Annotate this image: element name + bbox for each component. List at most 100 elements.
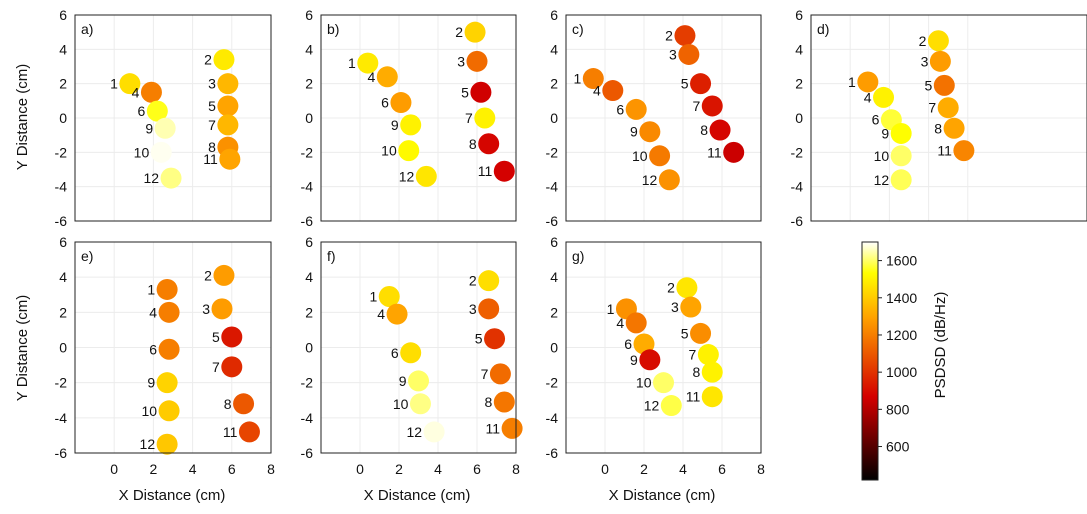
point-label-11: 11 [937, 143, 952, 159]
data-point-9 [154, 117, 176, 139]
data-point-9 [156, 372, 178, 394]
point-label-8: 8 [485, 394, 493, 410]
data-point-11 [493, 160, 515, 182]
data-point-5 [690, 73, 712, 95]
point-label-2: 2 [919, 33, 927, 49]
point-label-6: 6 [391, 345, 399, 361]
point-label-10: 10 [142, 403, 158, 419]
y-tick-label: 4 [305, 41, 313, 57]
x-tick-label: 2 [395, 461, 403, 477]
y-tick-label: 4 [305, 269, 313, 285]
data-point-9 [408, 370, 429, 392]
x-tick-label: 2 [150, 461, 158, 477]
y-tick-label: 4 [550, 269, 558, 285]
panel-label: g) [572, 248, 584, 264]
y-tick-label: 6 [59, 234, 67, 250]
point-label-9: 9 [391, 117, 399, 133]
y-tick-label: 6 [550, 7, 558, 23]
data-point-1 [156, 278, 178, 300]
y-tick-label: 6 [59, 7, 67, 23]
data-point-9 [400, 114, 422, 136]
data-point-4 [376, 66, 398, 88]
y-tick-label: 0 [550, 110, 558, 126]
x-tick-label: 0 [356, 461, 364, 477]
point-label-2: 2 [204, 267, 212, 283]
y-tick-label: -6 [55, 445, 68, 461]
point-label-5: 5 [924, 77, 932, 93]
panels-layer: 6420-2-4-6a)1469101223578116420-2-4-6b)1… [55, 7, 1087, 477]
data-point-12 [423, 421, 445, 443]
point-label-1: 1 [607, 301, 615, 317]
y-tick-label: 2 [550, 304, 558, 320]
data-point-2 [213, 49, 235, 71]
data-point-5 [470, 81, 492, 103]
panel-label: d) [817, 21, 829, 37]
data-point-2 [478, 270, 500, 292]
point-label-3: 3 [671, 299, 679, 315]
point-label-4: 4 [593, 83, 601, 99]
data-point-3 [466, 50, 488, 72]
y-tick-label: -6 [301, 213, 314, 229]
x-axis-label-3: X Distance (cm) [609, 487, 716, 504]
point-label-10: 10 [134, 144, 150, 160]
data-point-4 [873, 86, 895, 108]
y-tick-label: 4 [795, 41, 803, 57]
point-label-10: 10 [381, 143, 397, 159]
y-tick-label: -4 [55, 410, 68, 426]
panel-label: e) [81, 248, 93, 264]
point-label-8: 8 [934, 120, 942, 136]
y-axis-label-top: Y Distance (cm) [14, 64, 31, 170]
y-tick-label: -2 [301, 375, 314, 391]
point-label-7: 7 [465, 110, 473, 126]
data-point-6 [158, 338, 180, 360]
data-point-1 [378, 286, 400, 308]
data-point-8 [709, 119, 731, 141]
point-label-11: 11 [707, 144, 722, 160]
data-point-5 [933, 74, 955, 96]
data-point-4 [140, 81, 162, 103]
x-tick-label: 8 [512, 461, 520, 477]
point-label-12: 12 [874, 172, 890, 188]
data-point-1 [582, 68, 604, 90]
data-point-10 [150, 141, 172, 163]
colorbar-tick-label: 600 [886, 439, 910, 455]
data-point-8 [493, 391, 515, 413]
data-point-7 [937, 97, 959, 119]
data-point-12 [160, 167, 182, 189]
y-tick-label: -6 [546, 445, 559, 461]
point-label-7: 7 [212, 359, 220, 375]
data-point-2 [213, 264, 235, 286]
point-label-7: 7 [208, 117, 216, 133]
colorbar-tick-label: 1000 [886, 364, 917, 380]
y-tick-label: -6 [55, 213, 68, 229]
panel-frame [320, 241, 517, 454]
y-tick-label: 4 [550, 41, 558, 57]
point-label-1: 1 [848, 74, 856, 90]
y-tick-label: 2 [305, 304, 313, 320]
point-label-9: 9 [399, 373, 407, 389]
y-tick-label: 6 [795, 7, 803, 23]
y-tick-label: 6 [305, 7, 313, 23]
point-label-6: 6 [138, 103, 146, 119]
point-label-2: 2 [665, 28, 673, 44]
colorbar-tick-label: 800 [886, 401, 910, 417]
y-tick-label: 2 [305, 76, 313, 92]
data-point-4 [602, 80, 624, 102]
point-label-5: 5 [681, 76, 689, 92]
point-label-3: 3 [202, 301, 210, 317]
data-point-11 [701, 386, 723, 408]
point-label-3: 3 [469, 301, 477, 317]
data-point-4 [158, 301, 180, 323]
point-label-9: 9 [147, 375, 155, 391]
point-label-12: 12 [140, 436, 156, 452]
data-point-5 [221, 326, 243, 348]
y-tick-label: 4 [59, 269, 67, 285]
data-point-1 [857, 71, 879, 93]
point-label-1: 1 [147, 281, 155, 297]
point-label-12: 12 [644, 398, 660, 414]
y-tick-label: -6 [546, 213, 559, 229]
